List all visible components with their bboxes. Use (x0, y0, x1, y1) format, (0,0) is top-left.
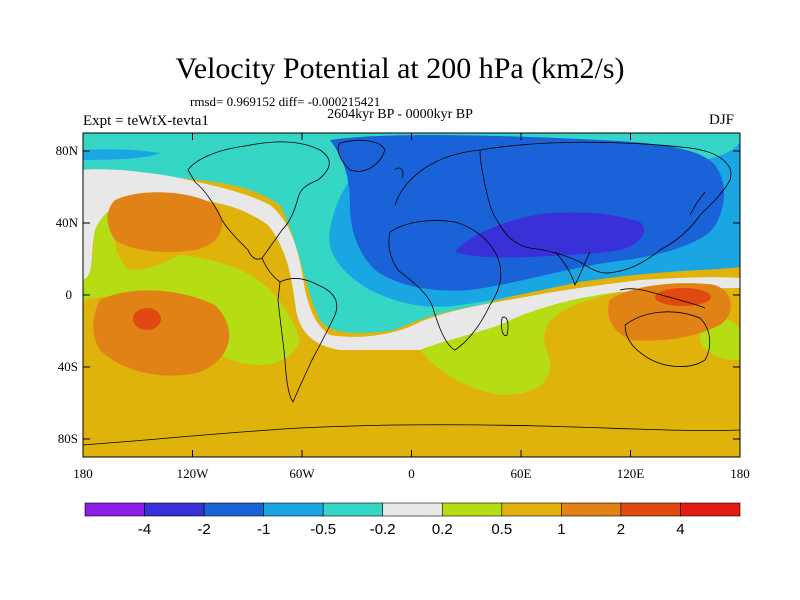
axis-ticks (82, 133, 741, 457)
y-tick-label: 0 (66, 287, 73, 302)
y-tick-label: 80N (56, 143, 79, 158)
colorbar-label: -1 (257, 521, 270, 538)
contour-band-1-2-npac (107, 192, 223, 252)
greenland-coast (337, 139, 386, 172)
south-america-coast (277, 278, 338, 403)
contour-band-0.2-0.5 (83, 196, 300, 365)
north-america-coast (187, 141, 330, 260)
contour-field (83, 133, 740, 457)
y-tick-label: 40S (58, 359, 78, 374)
y-tick-label: 80S (58, 431, 78, 446)
colorbar-label: -0.2 (370, 521, 396, 538)
coastlines (83, 139, 740, 446)
colorbar-label: 2 (617, 521, 625, 538)
colorbar-label: 0.2 (432, 521, 453, 538)
colorbar-swatch (561, 502, 622, 517)
season-label: DJF (709, 112, 735, 128)
y-tick-label: 40N (56, 215, 79, 230)
period-text: 2604kyr BP - 0000kyr BP (327, 107, 473, 122)
indonesia-coast (619, 288, 706, 309)
contour-blob-0.2-0.5 (233, 289, 257, 301)
colorbar-label: -4 (138, 521, 151, 538)
colorbar-label: 1 (557, 521, 565, 538)
colorbar-swatch (144, 502, 205, 517)
colorbar-label: -2 (197, 521, 210, 538)
colorbar: -4 -2 -1 -0.5 -0.2 0.2 0.5 1 2 4 (84, 502, 741, 538)
colorbar-label: 0.5 (491, 521, 512, 538)
colorbar-swatch (263, 502, 324, 517)
asia-coast (479, 141, 732, 274)
x-tick-label: 120W (177, 466, 210, 481)
antarctica-coast (83, 424, 740, 446)
colorbar-swatch (620, 502, 681, 517)
colorbar-label: 4 (676, 521, 684, 538)
contour-band-neg1-neg0.5-west (83, 149, 160, 160)
contour-band-2-4-wpac (655, 288, 711, 306)
japan-coast (689, 191, 706, 216)
colorbar-swatch (501, 502, 562, 517)
contour-band-neg2-neg1 (330, 135, 725, 291)
x-tick-label: 60W (289, 466, 315, 481)
colorbar-swatch (382, 502, 443, 517)
australia-coast (624, 311, 711, 367)
uk-coast (394, 167, 404, 179)
experiment-label: Expt = teWtX-tevta1 (83, 113, 209, 129)
colorbar-swatch (203, 502, 264, 517)
colorbar-label: -0.5 (310, 521, 336, 538)
contour-band-0.2-0.5-south (420, 292, 620, 395)
contour-band-neg0.2-0.2 (83, 169, 740, 350)
x-tick-label: 0 (408, 466, 415, 481)
colorbar-swatch (680, 502, 741, 517)
colorbar-swatch (84, 502, 145, 517)
x-tick-label: 180 (730, 466, 750, 481)
india-coast (554, 251, 591, 287)
x-tick-label: 120E (617, 466, 645, 481)
contour-band-neg4-neg2 (455, 212, 644, 258)
madagascar-coast (500, 316, 509, 336)
stats-text: rmsd= 0.969152 diff= -0.000215421 (190, 94, 381, 109)
x-tick-label: 60E (511, 466, 532, 481)
europe-coast (394, 149, 481, 206)
map-title: Velocity Potential at 200 hPa (km2/s) (175, 52, 625, 85)
contour-band-2-4-spac (133, 308, 161, 330)
colorbar-swatch (322, 502, 384, 517)
colorbar-swatch (441, 502, 503, 517)
africa-coast (388, 220, 502, 351)
x-tick-label: 180 (73, 466, 93, 481)
contour-band-1-2-spac (93, 290, 230, 376)
central-america-coast (261, 257, 281, 283)
